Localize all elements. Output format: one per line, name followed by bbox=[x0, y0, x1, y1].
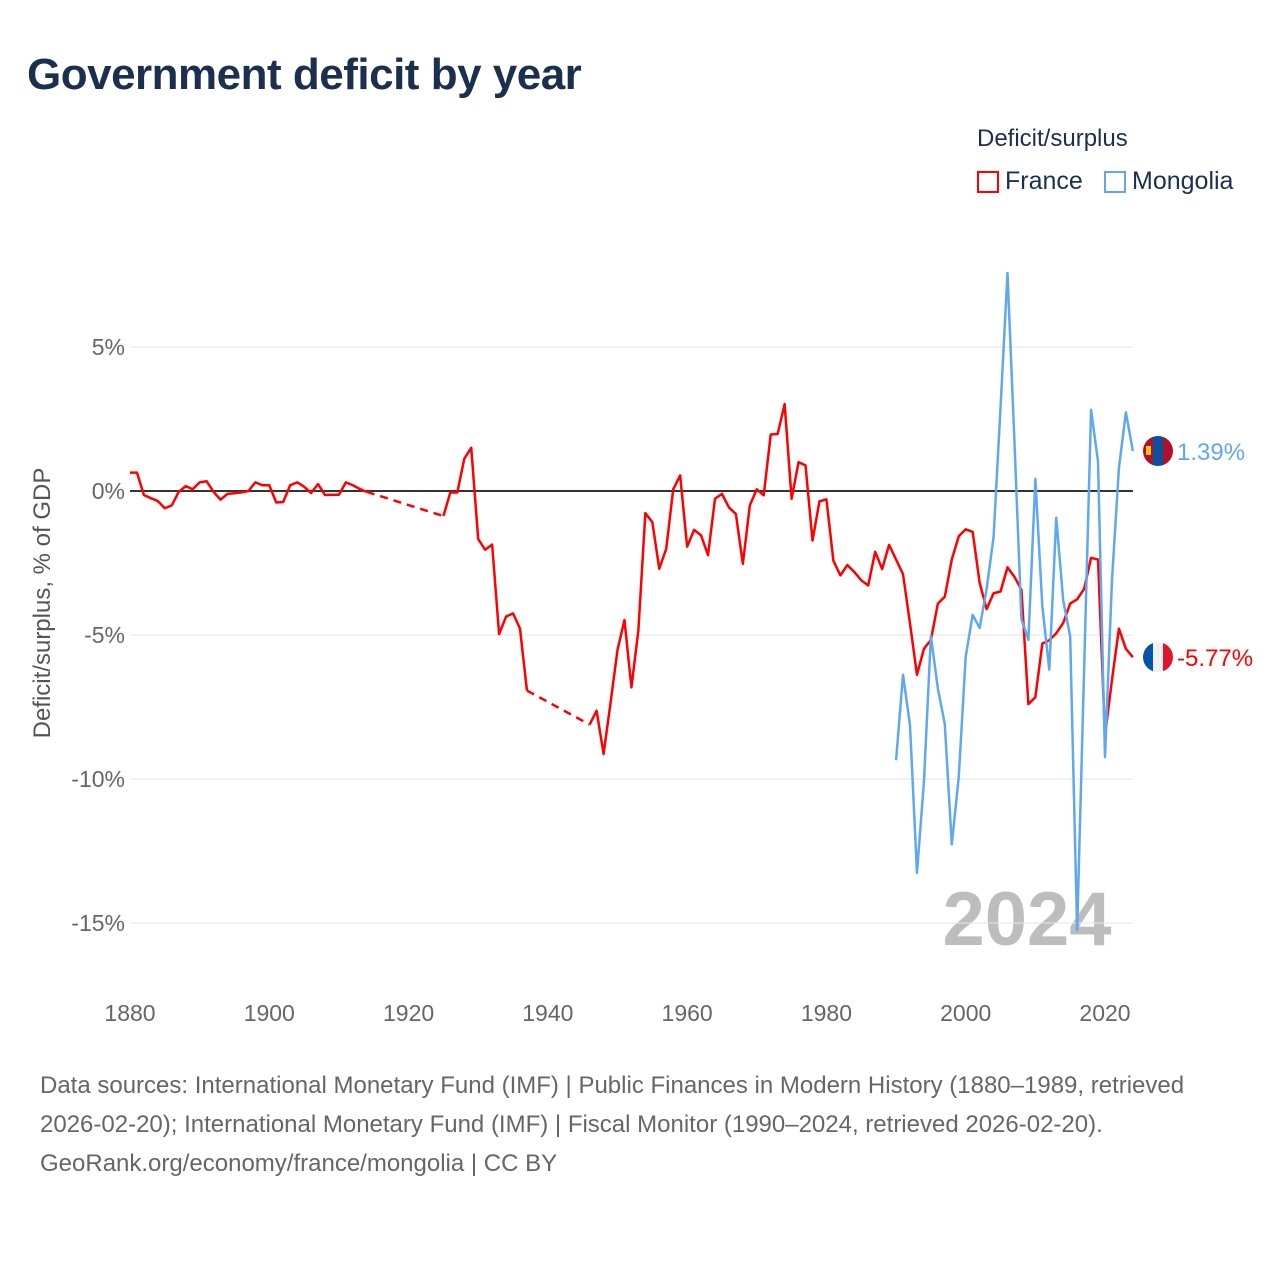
france-flag-stripe bbox=[1143, 642, 1153, 673]
y-tick-label: 0% bbox=[92, 478, 125, 504]
france-line bbox=[588, 402, 1134, 756]
data-sources: Data sources: International Monetary Fun… bbox=[40, 1072, 1185, 1138]
x-tick-label: 1980 bbox=[801, 1000, 852, 1026]
x-tick-label: 2020 bbox=[1079, 1000, 1130, 1026]
mongolia-flag-stripe bbox=[1163, 435, 1173, 466]
current-year-watermark: 2024 bbox=[942, 877, 1111, 962]
legend-label-france: France bbox=[1005, 167, 1083, 195]
soyombo-symbol bbox=[1146, 445, 1151, 455]
x-tick-label: 1920 bbox=[383, 1000, 434, 1026]
x-tick-label: 1880 bbox=[104, 1000, 155, 1026]
credit-link[interactable]: GeoRank.org/economy/france/mongolia | CC… bbox=[40, 1150, 558, 1177]
y-tick-label: 5% bbox=[92, 334, 125, 360]
legend-swatch-france bbox=[977, 170, 999, 193]
x-tick-label: 1960 bbox=[662, 1000, 713, 1026]
france-flag-stripe bbox=[1153, 642, 1163, 673]
france-interpolated-line bbox=[366, 490, 444, 518]
mongolia-flag-icon bbox=[1143, 435, 1173, 466]
france-line bbox=[130, 471, 368, 510]
legend-swatch-mongolia bbox=[1104, 170, 1126, 193]
y-axis-label: Deficit/surplus, % of GDP bbox=[29, 468, 56, 739]
x-tick-label: 1900 bbox=[244, 1000, 295, 1026]
mongolia-line bbox=[894, 271, 1135, 932]
chart-title: Government deficit by year bbox=[27, 50, 582, 99]
france-flag-icon bbox=[1143, 642, 1173, 673]
legend-item-mongolia[interactable]: Mongolia bbox=[1104, 167, 1233, 196]
y-tick-label: -15% bbox=[71, 910, 125, 936]
france-flag-stripe bbox=[1163, 642, 1173, 673]
mongolia-flag-stripe bbox=[1153, 435, 1163, 466]
legend-label-mongolia: Mongolia bbox=[1132, 167, 1234, 195]
legend-title: Deficit/surplus bbox=[977, 125, 1128, 152]
footer: Data sources: International Monetary Fun… bbox=[40, 1066, 1250, 1183]
y-tick-label: -5% bbox=[84, 622, 125, 648]
x-tick-label: 1940 bbox=[522, 1000, 573, 1026]
france-line bbox=[442, 446, 529, 691]
france-interpolated-line bbox=[526, 689, 591, 726]
france-end-value-label: -5.77% bbox=[1177, 645, 1253, 672]
mongolia-end-value-label: 1.39% bbox=[1177, 439, 1245, 466]
legend-item-france[interactable]: France bbox=[977, 167, 1083, 196]
x-tick-label: 2000 bbox=[940, 1000, 991, 1026]
y-tick-label: -10% bbox=[71, 766, 125, 792]
